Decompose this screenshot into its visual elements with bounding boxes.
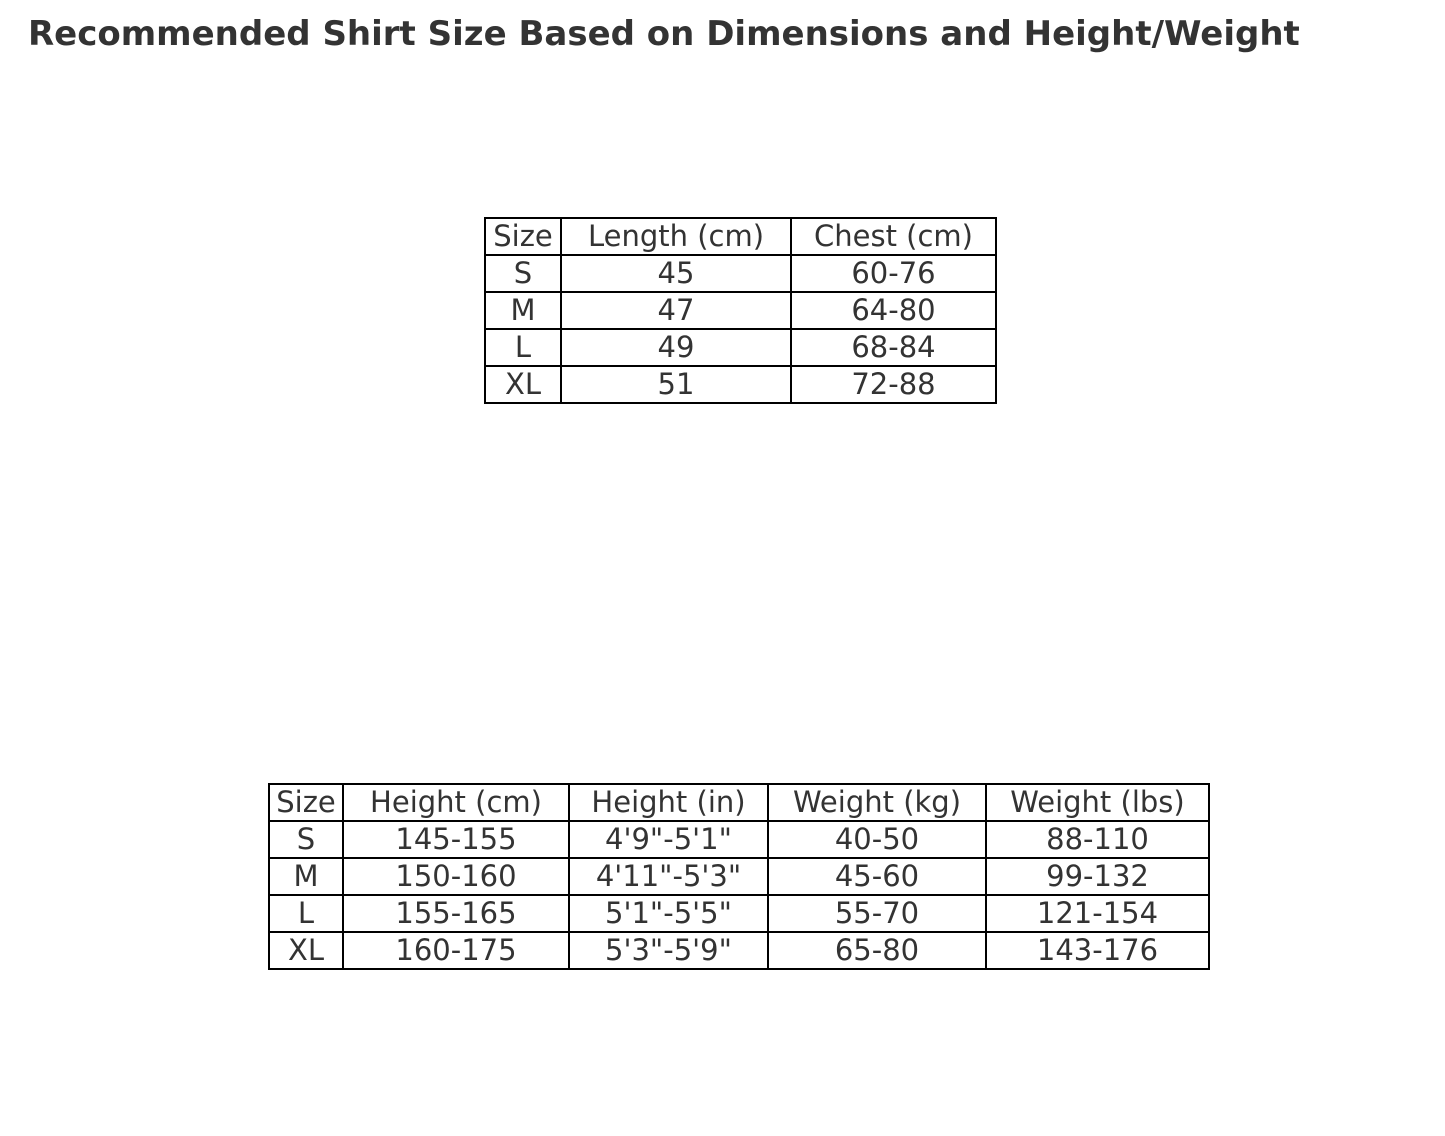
table-cell: XL bbox=[484, 365, 562, 404]
table-cell: 155-165 bbox=[342, 894, 570, 933]
table-cell: 88-110 bbox=[985, 820, 1210, 859]
table-cell: 40-50 bbox=[767, 820, 987, 859]
table-cell: 60-76 bbox=[790, 254, 997, 293]
column-header-weight-kg: Weight (kg) bbox=[767, 783, 987, 822]
table-cell: 121-154 bbox=[985, 894, 1210, 933]
table-row: M 150-160 4'11"-5'3" 45-60 99-132 bbox=[268, 857, 1210, 896]
table-cell: 4'11"-5'3" bbox=[568, 857, 769, 896]
table-cell: M bbox=[484, 291, 562, 330]
table-row: S 145-155 4'9"-5'1" 40-50 88-110 bbox=[268, 820, 1210, 859]
table-row: L 49 68-84 bbox=[484, 328, 997, 367]
table-cell: 99-132 bbox=[985, 857, 1210, 896]
table-cell: M bbox=[268, 857, 344, 896]
column-header-chest-cm: Chest (cm) bbox=[790, 217, 997, 256]
table-row: L 155-165 5'1"-5'5" 55-70 121-154 bbox=[268, 894, 1210, 933]
table-cell: 160-175 bbox=[342, 931, 570, 970]
table-cell: S bbox=[268, 820, 344, 859]
figure-title: Recommended Shirt Size Based on Dimensio… bbox=[28, 14, 1300, 54]
table-cell: 143-176 bbox=[985, 931, 1210, 970]
table-cell: XL bbox=[268, 931, 344, 970]
column-header-height-cm: Height (cm) bbox=[342, 783, 570, 822]
table-cell: 45-60 bbox=[767, 857, 987, 896]
table-cell: 5'3"-5'9" bbox=[568, 931, 769, 970]
table-cell: 47 bbox=[560, 291, 792, 330]
table-header-row: Size Length (cm) Chest (cm) bbox=[484, 217, 997, 256]
column-header-size: Size bbox=[268, 783, 344, 822]
table-cell: S bbox=[484, 254, 562, 293]
table-cell: 68-84 bbox=[790, 328, 997, 367]
table-row: S 45 60-76 bbox=[484, 254, 997, 293]
column-header-length-cm: Length (cm) bbox=[560, 217, 792, 256]
table-cell: L bbox=[268, 894, 344, 933]
table-row: XL 51 72-88 bbox=[484, 365, 997, 404]
table-header-row: Size Height (cm) Height (in) Weight (kg)… bbox=[268, 783, 1210, 822]
table-cell: 64-80 bbox=[790, 291, 997, 330]
height-weight-table: Size Height (cm) Height (in) Weight (kg)… bbox=[268, 783, 1210, 970]
table-row: M 47 64-80 bbox=[484, 291, 997, 330]
table-cell: 150-160 bbox=[342, 857, 570, 896]
column-header-height-in: Height (in) bbox=[568, 783, 769, 822]
shirt-dimensions-table: Size Length (cm) Chest (cm) S 45 60-76 M… bbox=[484, 217, 997, 404]
table-cell: 55-70 bbox=[767, 894, 987, 933]
table-cell: 4'9"-5'1" bbox=[568, 820, 769, 859]
column-header-weight-lbs: Weight (lbs) bbox=[985, 783, 1210, 822]
table-cell: 145-155 bbox=[342, 820, 570, 859]
column-header-size: Size bbox=[484, 217, 562, 256]
table-row: XL 160-175 5'3"-5'9" 65-80 143-176 bbox=[268, 931, 1210, 970]
table-cell: 65-80 bbox=[767, 931, 987, 970]
table-cell: L bbox=[484, 328, 562, 367]
table-cell: 5'1"-5'5" bbox=[568, 894, 769, 933]
table-cell: 72-88 bbox=[790, 365, 997, 404]
table-cell: 45 bbox=[560, 254, 792, 293]
table-cell: 51 bbox=[560, 365, 792, 404]
table-cell: 49 bbox=[560, 328, 792, 367]
